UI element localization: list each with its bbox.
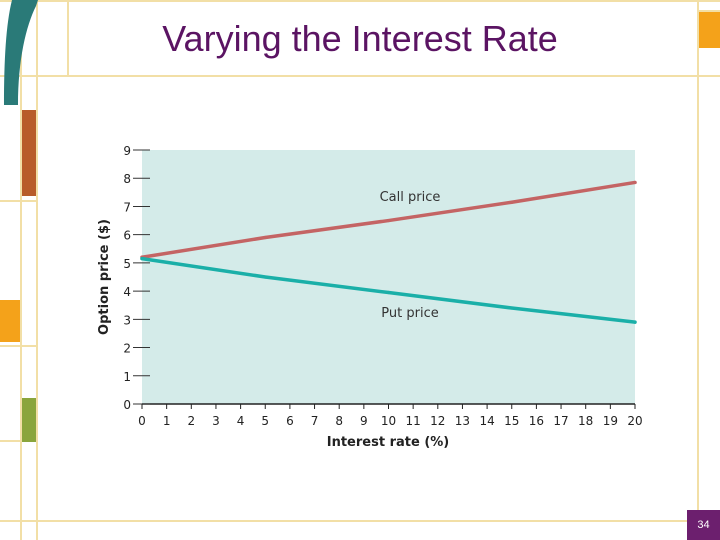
- data-point: [140, 257, 144, 261]
- decor-block-green: [22, 398, 36, 442]
- x-tick-label: 4: [237, 414, 245, 428]
- series-label: Call price: [380, 190, 441, 205]
- decor-line: [67, 0, 69, 75]
- decor-block-orange: [0, 300, 20, 342]
- x-tick-label: 20: [627, 414, 642, 428]
- decor-line: [0, 75, 720, 77]
- y-tick-label: 4: [123, 285, 131, 299]
- y-tick-label: 9: [123, 144, 131, 158]
- x-tick-label: 10: [381, 414, 396, 428]
- x-tick-label: 12: [430, 414, 445, 428]
- data-point: [263, 235, 267, 240]
- x-tick-label: 9: [360, 414, 368, 428]
- decor-block-orange-right: [699, 12, 720, 48]
- x-tick-label: 5: [261, 414, 269, 428]
- slide-title: Varying the Interest Rate: [162, 18, 558, 59]
- x-tick-label: 15: [504, 414, 519, 428]
- x-tick-label: 7: [311, 414, 319, 428]
- page-number: 34: [687, 510, 720, 540]
- y-axis-label: Option price ($): [97, 219, 112, 335]
- decor-line: [697, 10, 720, 12]
- x-tick-label: 3: [212, 414, 220, 428]
- y-tick-label: 8: [123, 172, 131, 186]
- decor-line: [20, 0, 22, 540]
- plot-area: [142, 150, 635, 404]
- decor-swoosh: [4, 0, 38, 105]
- data-point: [510, 200, 514, 204]
- decor-line: [36, 0, 38, 540]
- x-tick-label: 16: [529, 414, 544, 428]
- data-point: [633, 320, 637, 324]
- x-tick-label: 17: [553, 414, 568, 428]
- y-tick-label: 1: [123, 370, 131, 384]
- decor-line: [0, 345, 36, 347]
- y-tick-label: 2: [123, 342, 131, 356]
- decor-line: [0, 0, 720, 2]
- data-point: [386, 290, 391, 295]
- decor-line: [0, 200, 36, 202]
- y-tick-label: 0: [123, 398, 131, 412]
- x-tick-label: 13: [455, 414, 470, 428]
- x-axis-label: Interest rate (%): [327, 435, 449, 450]
- x-tick-label: 8: [335, 414, 343, 428]
- data-point: [263, 275, 267, 279]
- decor-block-brown: [22, 110, 36, 196]
- x-tick-label: 6: [286, 414, 294, 428]
- y-tick-label: 6: [123, 229, 131, 243]
- decor-line: [0, 520, 720, 522]
- y-tick-label: 5: [123, 257, 131, 271]
- x-tick-label: 18: [578, 414, 593, 428]
- x-tick-label: 19: [603, 414, 618, 428]
- data-point: [386, 218, 391, 223]
- series-label: Put price: [381, 306, 438, 321]
- x-tick-label: 0: [138, 414, 146, 428]
- data-point: [633, 180, 637, 185]
- decor-line: [0, 440, 36, 442]
- y-tick-label: 3: [123, 313, 131, 327]
- x-tick-label: 1: [163, 414, 171, 428]
- y-tick-label: 7: [123, 200, 131, 214]
- x-tick-label: 2: [187, 414, 195, 428]
- decor-line: [697, 0, 699, 540]
- data-point: [510, 306, 514, 310]
- x-tick-label: 11: [406, 414, 421, 428]
- x-tick-label: 14: [479, 414, 494, 428]
